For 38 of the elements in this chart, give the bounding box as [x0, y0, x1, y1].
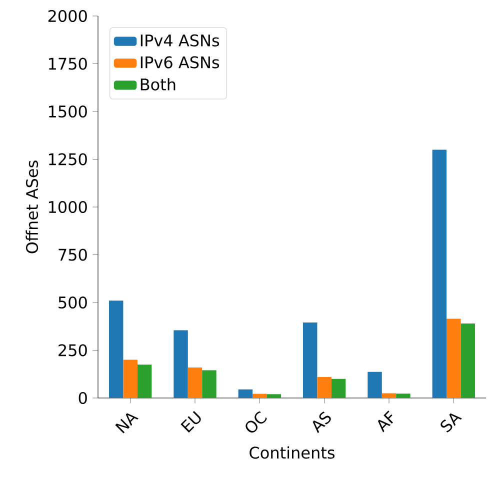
y-axis-title: Offnet ASes: [26, 160, 38, 254]
x-tick-label: EU: [180, 410, 201, 433]
bar: [202, 370, 216, 398]
bar: [123, 360, 138, 398]
y-tick-label: 0: [78, 392, 87, 404]
y-tick-label: 750: [58, 248, 87, 261]
x-tick-label: SA: [440, 413, 462, 432]
bar: [108, 300, 124, 398]
legend-label: IPv6 ASNs: [140, 56, 220, 68]
bar: [302, 322, 318, 398]
bar: [396, 394, 410, 398]
bar: [382, 393, 396, 398]
x-tick-label: OC: [246, 411, 267, 433]
bar: [188, 367, 202, 398]
bar: [331, 378, 346, 398]
legend-label: IPv4 ASNs: [140, 34, 220, 46]
y-tick-label: 1750: [48, 58, 87, 70]
x-tick-label: AF: [378, 410, 393, 432]
y-tick-label: 1500: [48, 105, 87, 118]
bar: [317, 376, 332, 398]
y-tick-label: 1250: [48, 153, 87, 166]
bar: [460, 324, 475, 398]
y-tick-label: 250: [58, 344, 87, 356]
x-tick-label: NA: [115, 413, 138, 434]
x-tick-label: AS: [312, 412, 331, 434]
legend-label: Both: [140, 78, 176, 91]
bar: [174, 330, 188, 398]
y-tick-label: 500: [58, 296, 87, 309]
bar: [368, 372, 382, 398]
bar: [238, 389, 253, 398]
bar: [266, 394, 282, 398]
bar: [432, 150, 447, 398]
x-axis-title: Continents: [250, 446, 334, 459]
y-tick-label: 1000: [48, 200, 87, 214]
bar: [252, 394, 267, 398]
y-tick-label: 2000: [48, 10, 87, 22]
bar: [446, 318, 461, 398]
bar: [137, 364, 152, 398]
